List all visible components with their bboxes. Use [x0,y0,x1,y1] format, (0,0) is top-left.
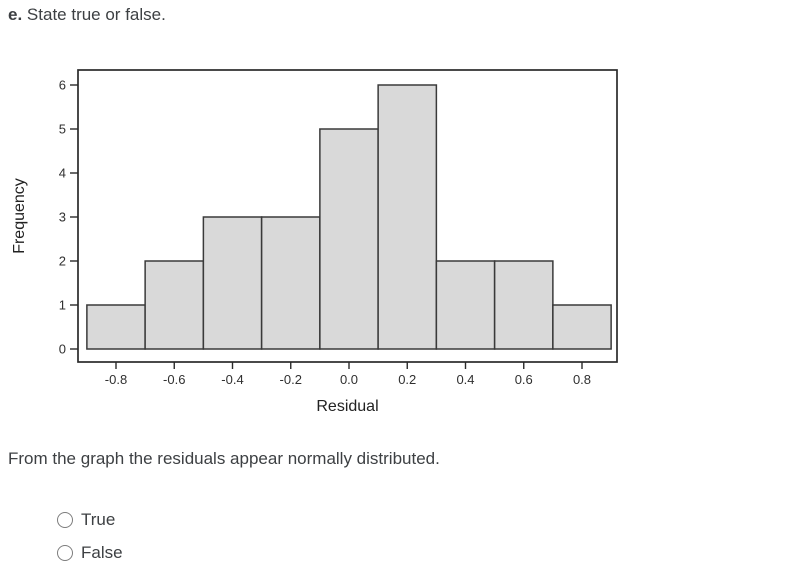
question-letter: e. [8,5,23,24]
option-true[interactable]: True [57,510,123,530]
histogram-bar [435,260,496,350]
y-tick-label: 2 [59,254,66,269]
y-tick-label: 4 [59,166,66,181]
histogram-bar [377,84,438,350]
y-tick-label: 3 [59,210,66,225]
option-label-false: False [81,543,123,562]
residual-histogram: 0 1 2 3 4 5 6 -0.8 -0.6 -0.4 -0.2 0.0 0.2 0.4 0.6 0.8 Fr… [11,69,618,415]
statement-text: From the graph the residuals appear norm… [8,449,440,468]
y-axis-label: Frequency [11,178,28,254]
histogram-bar [260,216,321,350]
radio-button-false[interactable] [57,545,73,561]
histogram-bar [202,216,263,350]
x-tick-label: 0.4 [456,372,474,387]
x-tick-label: 0.6 [515,372,533,387]
x-tick-label: -0.8 [105,372,127,387]
radio-button-true[interactable] [57,512,73,528]
answer-options: True False [57,510,123,563]
option-false[interactable]: False [57,543,123,563]
x-tick-label: 0.8 [573,372,591,387]
y-tick-label: 5 [59,122,66,137]
x-tick-label: -0.2 [280,372,302,387]
histogram-bar [86,304,146,350]
y-tick-label: 0 [59,342,66,357]
x-tick-label: 0.2 [398,372,416,387]
histogram-bar [144,260,205,350]
plot-border [77,69,618,363]
x-tick-label: 0.0 [340,372,358,387]
question-prompt: State true or false. [26,5,166,24]
histogram-bar [552,304,612,350]
x-tick-label: -0.4 [221,372,243,387]
question-title: e. State true or false. [8,4,166,26]
x-tick-label: -0.6 [163,372,185,387]
y-tick-label: 1 [59,298,66,313]
option-label-true: True [81,510,116,529]
histogram-bar [493,260,554,350]
x-axis-label: Residual [316,398,378,415]
histogram-bar [319,128,379,350]
y-tick-label: 6 [59,78,66,93]
